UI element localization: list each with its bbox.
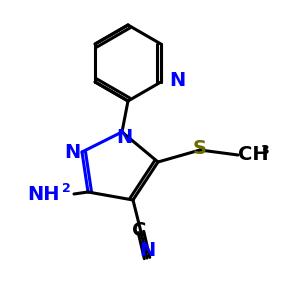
Text: 2: 2 [62, 182, 71, 196]
Text: S: S [193, 139, 207, 158]
Text: C: C [132, 220, 146, 239]
Text: N: N [64, 142, 80, 161]
Text: NH: NH [28, 184, 60, 203]
Text: N: N [139, 241, 155, 260]
Text: N: N [169, 70, 185, 89]
Text: CH: CH [238, 146, 268, 164]
Text: N: N [116, 128, 132, 147]
Text: 3: 3 [260, 143, 269, 157]
